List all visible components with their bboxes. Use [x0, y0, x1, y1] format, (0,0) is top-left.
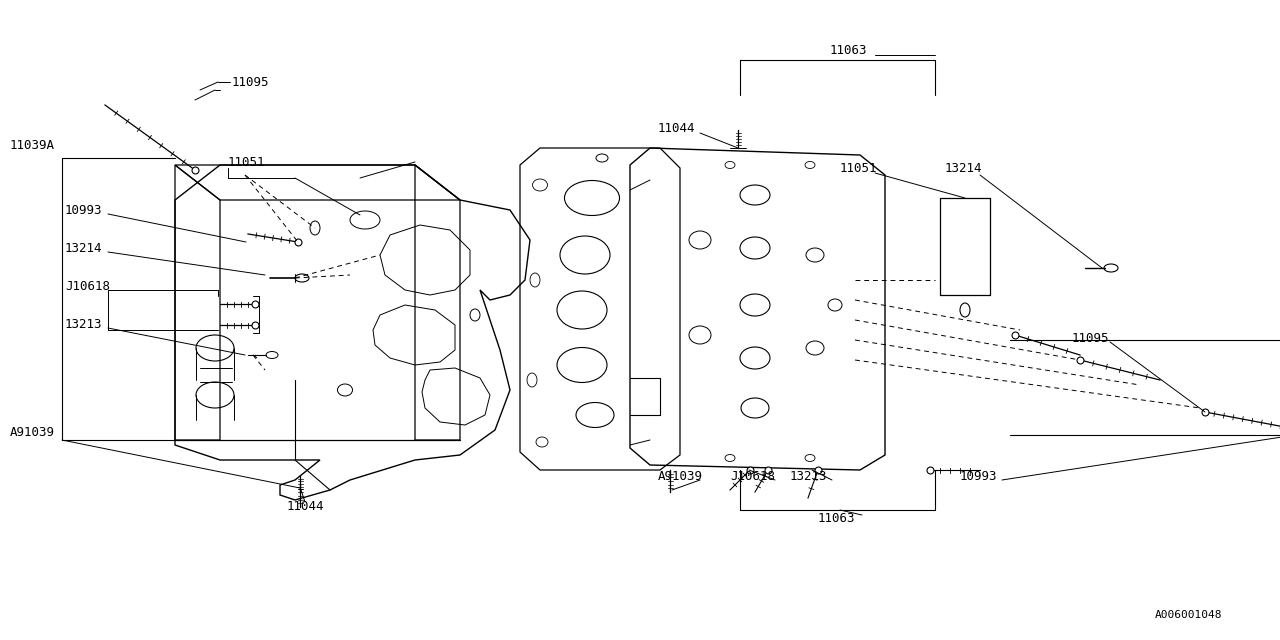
Text: A006001048: A006001048 — [1155, 610, 1222, 620]
Text: 13213: 13213 — [790, 470, 827, 483]
Text: 10993: 10993 — [960, 470, 997, 483]
Text: 11095: 11095 — [1073, 332, 1110, 344]
Text: 11044: 11044 — [658, 122, 695, 134]
Text: 11039A: 11039A — [10, 138, 55, 152]
Text: 11051: 11051 — [228, 156, 265, 168]
Text: 11063: 11063 — [818, 511, 855, 525]
Text: 11095: 11095 — [232, 76, 270, 88]
Text: 13213: 13213 — [65, 317, 102, 330]
Text: A91039: A91039 — [658, 470, 703, 483]
Text: J10618: J10618 — [65, 280, 110, 292]
Text: A91039: A91039 — [10, 426, 55, 438]
Text: 11051: 11051 — [840, 161, 878, 175]
Text: 11063: 11063 — [829, 44, 868, 56]
Text: 13214: 13214 — [945, 161, 983, 175]
Text: 13214: 13214 — [65, 241, 102, 255]
Text: 10993: 10993 — [65, 204, 102, 216]
Text: J10618: J10618 — [730, 470, 774, 483]
Text: 11044: 11044 — [287, 499, 325, 513]
